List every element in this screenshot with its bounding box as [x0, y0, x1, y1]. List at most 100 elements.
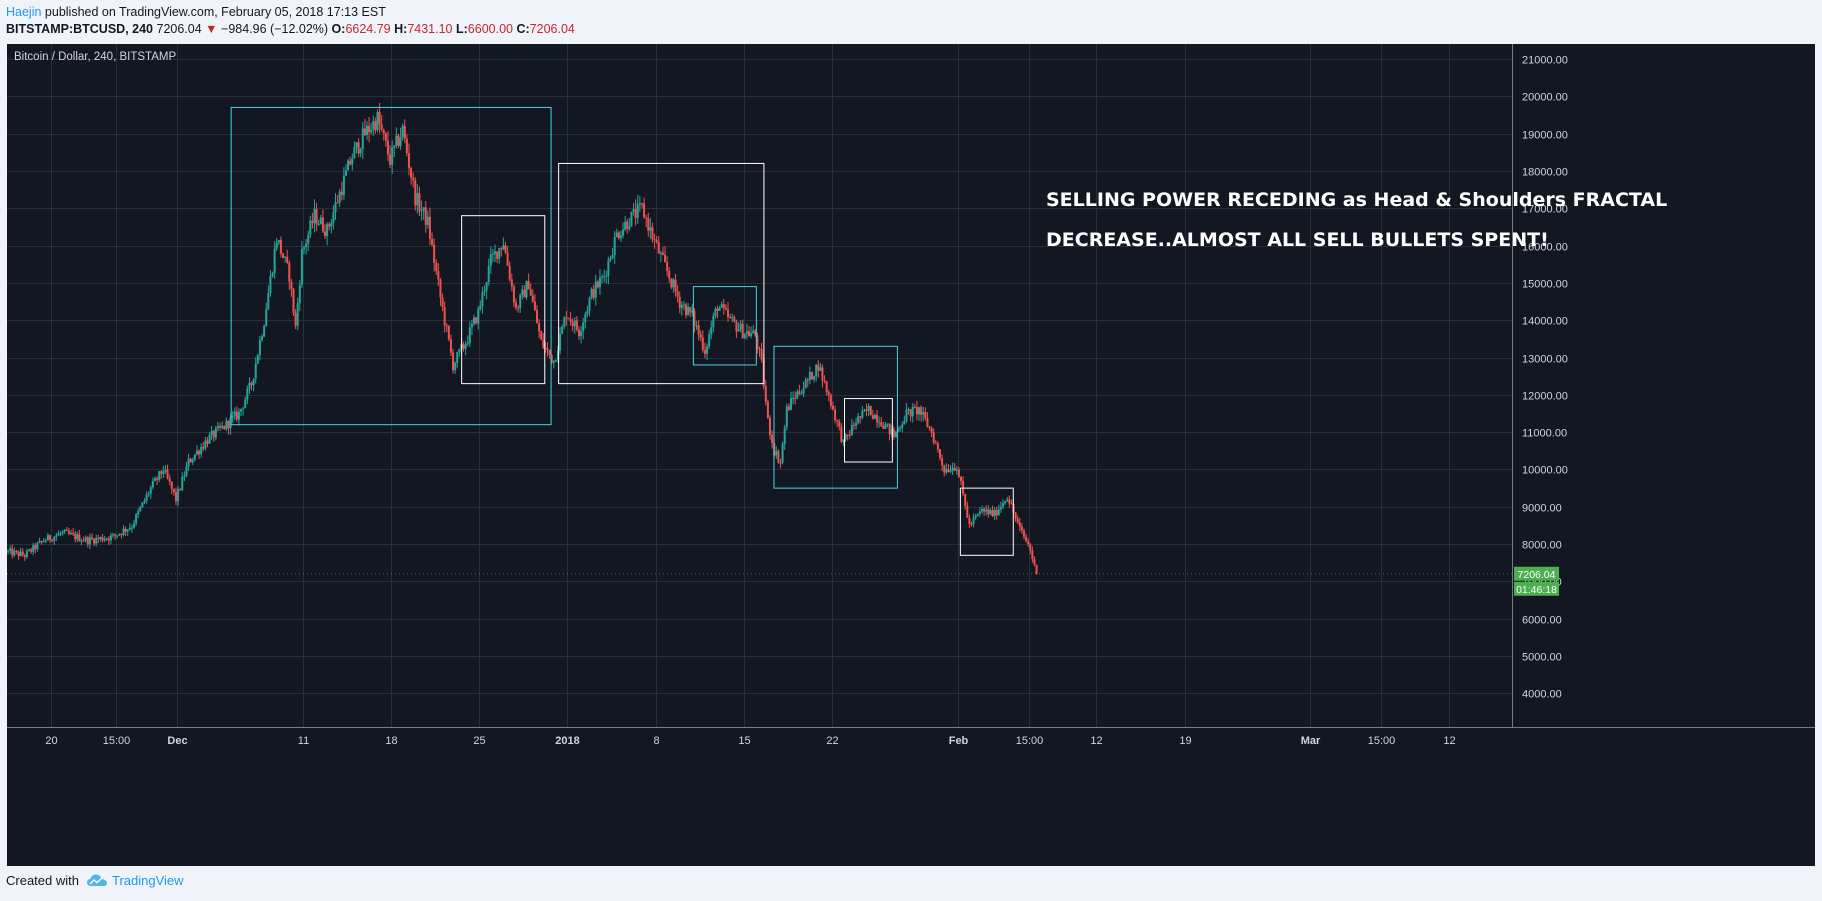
candle-body-up	[903, 421, 906, 425]
candle-body-down	[934, 442, 937, 444]
candle-body-up	[344, 170, 347, 176]
candle-body-up	[479, 305, 482, 309]
candle-body-up	[561, 326, 564, 334]
brand-label: TradingView	[111, 873, 184, 888]
candle-body-up	[277, 239, 280, 243]
candle-body-up	[521, 289, 524, 295]
candle-body-up	[130, 527, 133, 529]
candle-body-up	[13, 550, 16, 556]
low-value: 6600.00	[467, 22, 513, 36]
candle-body-down	[506, 252, 509, 266]
tradingview-link[interactable]: TradingView	[86, 873, 184, 888]
candle-body-up	[918, 407, 921, 415]
candle-body-up	[370, 129, 373, 133]
candle-body-up	[989, 510, 992, 515]
candle-body-up	[269, 276, 272, 294]
candle-body-up	[53, 536, 56, 542]
candle-body-down	[699, 334, 702, 338]
y-tick-label: 20000.00	[1522, 92, 1568, 104]
candle-body-down	[445, 325, 448, 327]
y-tick-label: 9000.00	[1522, 503, 1562, 515]
candle-body-up	[714, 308, 717, 317]
candle-body-down	[655, 239, 658, 243]
candle-body-up	[491, 253, 494, 255]
author-link[interactable]: Haejin	[6, 5, 42, 19]
candle-body-up	[307, 234, 310, 244]
candle-body-up	[949, 470, 952, 472]
candle-body-up	[248, 382, 251, 389]
candle-body-up	[263, 325, 266, 337]
candle-body-up	[273, 248, 276, 273]
candle-body-down	[475, 317, 478, 324]
candle-body-down	[1010, 503, 1013, 505]
candle-body-up	[313, 208, 316, 224]
candle-body-down	[403, 125, 406, 139]
price-chart[interactable]: 4000.005000.006000.007000.008000.009000.…	[7, 44, 1815, 866]
x-tick-label: 15:00	[1368, 735, 1396, 747]
candle-body-down	[447, 325, 450, 340]
candle-body-up	[426, 216, 429, 225]
candle-body-down	[957, 469, 960, 477]
high-label: H:	[394, 22, 408, 36]
y-tick-label: 21000.00	[1522, 55, 1568, 67]
candle-body-down	[968, 517, 971, 524]
candle-body-down	[21, 551, 24, 556]
y-tick-label: 16000.00	[1522, 242, 1568, 254]
y-tick-label: 5000.00	[1522, 652, 1562, 664]
price-axis-background	[1512, 44, 1815, 727]
candle-body-up	[464, 344, 467, 349]
candle-body-down	[546, 347, 549, 350]
candle-body-down	[86, 537, 89, 545]
candle-body-up	[233, 411, 236, 416]
candle-body-down	[321, 217, 324, 232]
candle-body-up	[158, 471, 161, 480]
candle-body-up	[1001, 503, 1004, 507]
candle-body-up	[376, 112, 379, 131]
candle-body-up	[76, 534, 79, 540]
candle-body-down	[966, 505, 969, 518]
candle-body-down	[760, 349, 763, 360]
candle-body-down	[871, 415, 874, 419]
candle-body-up	[317, 224, 320, 226]
candle-body-up	[607, 260, 610, 276]
candle-body-down	[798, 391, 801, 394]
candle-body-up	[88, 537, 91, 545]
candle-body-down	[544, 347, 547, 349]
candle-body-up	[391, 147, 394, 165]
candle-body-up	[210, 431, 213, 436]
candle-body-up	[580, 331, 583, 337]
candle-body-down	[527, 281, 530, 290]
candle-body-down	[40, 540, 43, 542]
fractal-box-white	[844, 398, 893, 463]
candle-body-up	[216, 426, 219, 429]
candle-body-up	[334, 202, 337, 213]
candle-body-up	[145, 494, 148, 501]
candle-body-up	[951, 467, 954, 471]
candle-body-down	[357, 142, 360, 154]
candle-body-down	[840, 426, 843, 442]
candle-body-up	[815, 364, 818, 377]
candle-body-up	[473, 317, 476, 324]
candle-body-up	[999, 506, 1002, 510]
candle-body-up	[162, 471, 165, 474]
candle-body-down	[198, 450, 201, 455]
candle-body-up	[584, 314, 587, 323]
candle-body-down	[114, 534, 117, 536]
candle-body-down	[290, 281, 293, 289]
candle-body-down	[924, 411, 927, 419]
candle-body-down	[386, 140, 389, 155]
candle-body-up	[132, 523, 135, 528]
candle-body-up	[489, 254, 492, 266]
candle-body-down	[666, 261, 669, 272]
candle-body-up	[477, 308, 480, 324]
candle-body-down	[748, 331, 751, 337]
candle-body-down	[865, 409, 868, 412]
candle-body-down	[156, 478, 159, 480]
candle-body-down	[651, 227, 654, 240]
candle-body-down	[414, 180, 417, 206]
candle-body-down	[82, 540, 85, 542]
candle-body-up	[804, 379, 807, 389]
candle-body-up	[743, 333, 746, 339]
candle-body-down	[964, 493, 967, 506]
chart-container[interactable]: 4000.005000.006000.007000.008000.009000.…	[7, 44, 1815, 866]
